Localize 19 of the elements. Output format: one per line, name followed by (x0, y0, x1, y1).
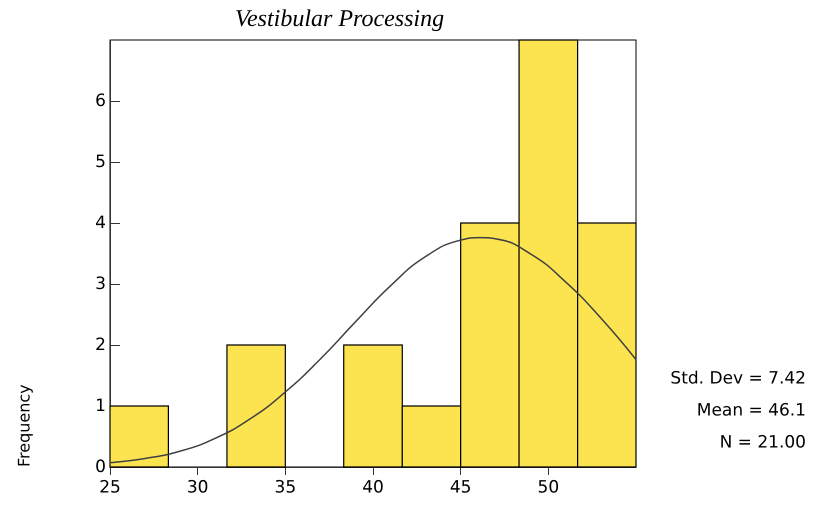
y-tick-label: 6 (95, 91, 106, 111)
text: N = 21.00 (720, 432, 806, 452)
x-tick-label: 25 (99, 478, 121, 498)
y-tick-label: 0 (95, 457, 106, 477)
y-axis-title: Frequency (14, 384, 34, 467)
x-tick-label: 30 (186, 478, 208, 498)
x-tick-label: 35 (274, 478, 296, 498)
y-tick-label: 3 (95, 274, 106, 294)
line-series (109, 236, 637, 464)
x-tick-label: 40 (362, 478, 384, 498)
x-tick-label: 45 (450, 478, 472, 498)
y-tick-label: 1 (95, 396, 106, 416)
y-tick-label: 4 (95, 213, 106, 233)
text: Mean = 46.1 (696, 400, 806, 420)
x-tick-label: 50 (538, 478, 560, 498)
y-tick-label: 2 (95, 335, 106, 355)
text: Std. Dev = 7.42 (670, 368, 806, 388)
chart-title: Vestibular Processing (235, 6, 444, 32)
y-tick-label: 5 (95, 152, 106, 172)
